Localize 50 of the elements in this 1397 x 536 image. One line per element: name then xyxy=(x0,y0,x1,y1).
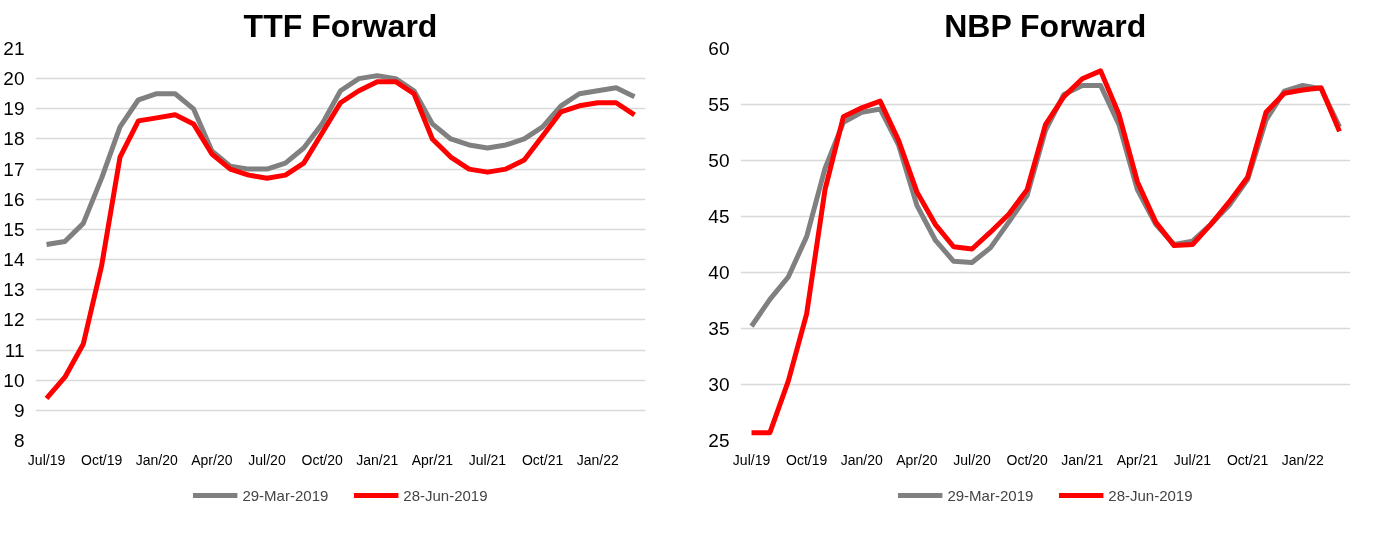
y-tick-label: 45 xyxy=(708,206,730,227)
legend-label: 28-Jun-2019 xyxy=(403,486,488,504)
y-tick-label: 60 xyxy=(708,38,730,59)
y-tick-label: 50 xyxy=(708,150,730,171)
x-tick-label: Apr/21 xyxy=(411,451,454,468)
x-tick-label: Oct/20 xyxy=(301,451,343,468)
x-tick-label: Jan/22 xyxy=(1281,451,1324,468)
x-tick-label: Oct/19 xyxy=(81,451,123,468)
x-tick-label: Jul/19 xyxy=(732,451,771,468)
x-tick-label: Jan/22 xyxy=(576,451,619,468)
y-tick-label: 15 xyxy=(3,218,25,240)
legend-label: 29-Mar-2019 xyxy=(242,486,329,504)
x-tick-label: Jul/21 xyxy=(1173,451,1212,468)
x-tick-label: Apr/21 xyxy=(1116,451,1159,468)
x-tick-label: Oct/20 xyxy=(1006,451,1048,468)
x-tick-label: Jan/21 xyxy=(356,451,399,468)
y-tick-label: 35 xyxy=(708,318,730,339)
legend-label: 29-Mar-2019 xyxy=(947,486,1034,504)
y-tick-label: 9 xyxy=(13,399,25,421)
y-tick-label: 55 xyxy=(708,94,730,115)
legend-label: 28-Jun-2019 xyxy=(1108,486,1193,504)
y-tick-label: 16 xyxy=(3,188,25,210)
chart-title: TTF Forward xyxy=(243,7,438,44)
y-tick-label: 20 xyxy=(3,68,25,90)
x-tick-label: Jul/20 xyxy=(248,451,286,468)
y-tick-label: 30 xyxy=(708,374,730,395)
x-tick-label: Oct/21 xyxy=(521,451,564,468)
y-tick-label: 25 xyxy=(708,430,730,451)
y-tick-label: 19 xyxy=(3,98,25,120)
x-tick-label: Apr/20 xyxy=(191,451,233,468)
y-tick-label: 8 xyxy=(13,430,25,451)
y-tick-label: 21 xyxy=(3,38,25,59)
y-tick-label: 17 xyxy=(3,158,25,180)
y-tick-label: 13 xyxy=(3,279,25,301)
y-tick-label: 18 xyxy=(3,128,25,150)
x-tick-label: Oct/19 xyxy=(786,451,828,468)
x-tick-label: Jul/19 xyxy=(27,451,66,468)
x-tick-label: Jul/20 xyxy=(953,451,991,468)
x-tick-label: Jan/20 xyxy=(840,451,883,468)
chart-title: NBP Forward xyxy=(944,7,1147,44)
y-tick-label: 12 xyxy=(3,309,25,331)
y-tick-label: 10 xyxy=(3,369,25,391)
y-tick-label: 14 xyxy=(3,249,25,271)
y-tick-label: 11 xyxy=(4,339,25,361)
x-tick-label: Jan/21 xyxy=(1061,451,1104,468)
x-tick-label: Jan/20 xyxy=(135,451,178,468)
x-tick-label: Oct/21 xyxy=(1226,451,1269,468)
y-tick-label: 40 xyxy=(708,262,730,283)
x-tick-label: Jul/21 xyxy=(468,451,507,468)
x-tick-label: Apr/20 xyxy=(896,451,938,468)
